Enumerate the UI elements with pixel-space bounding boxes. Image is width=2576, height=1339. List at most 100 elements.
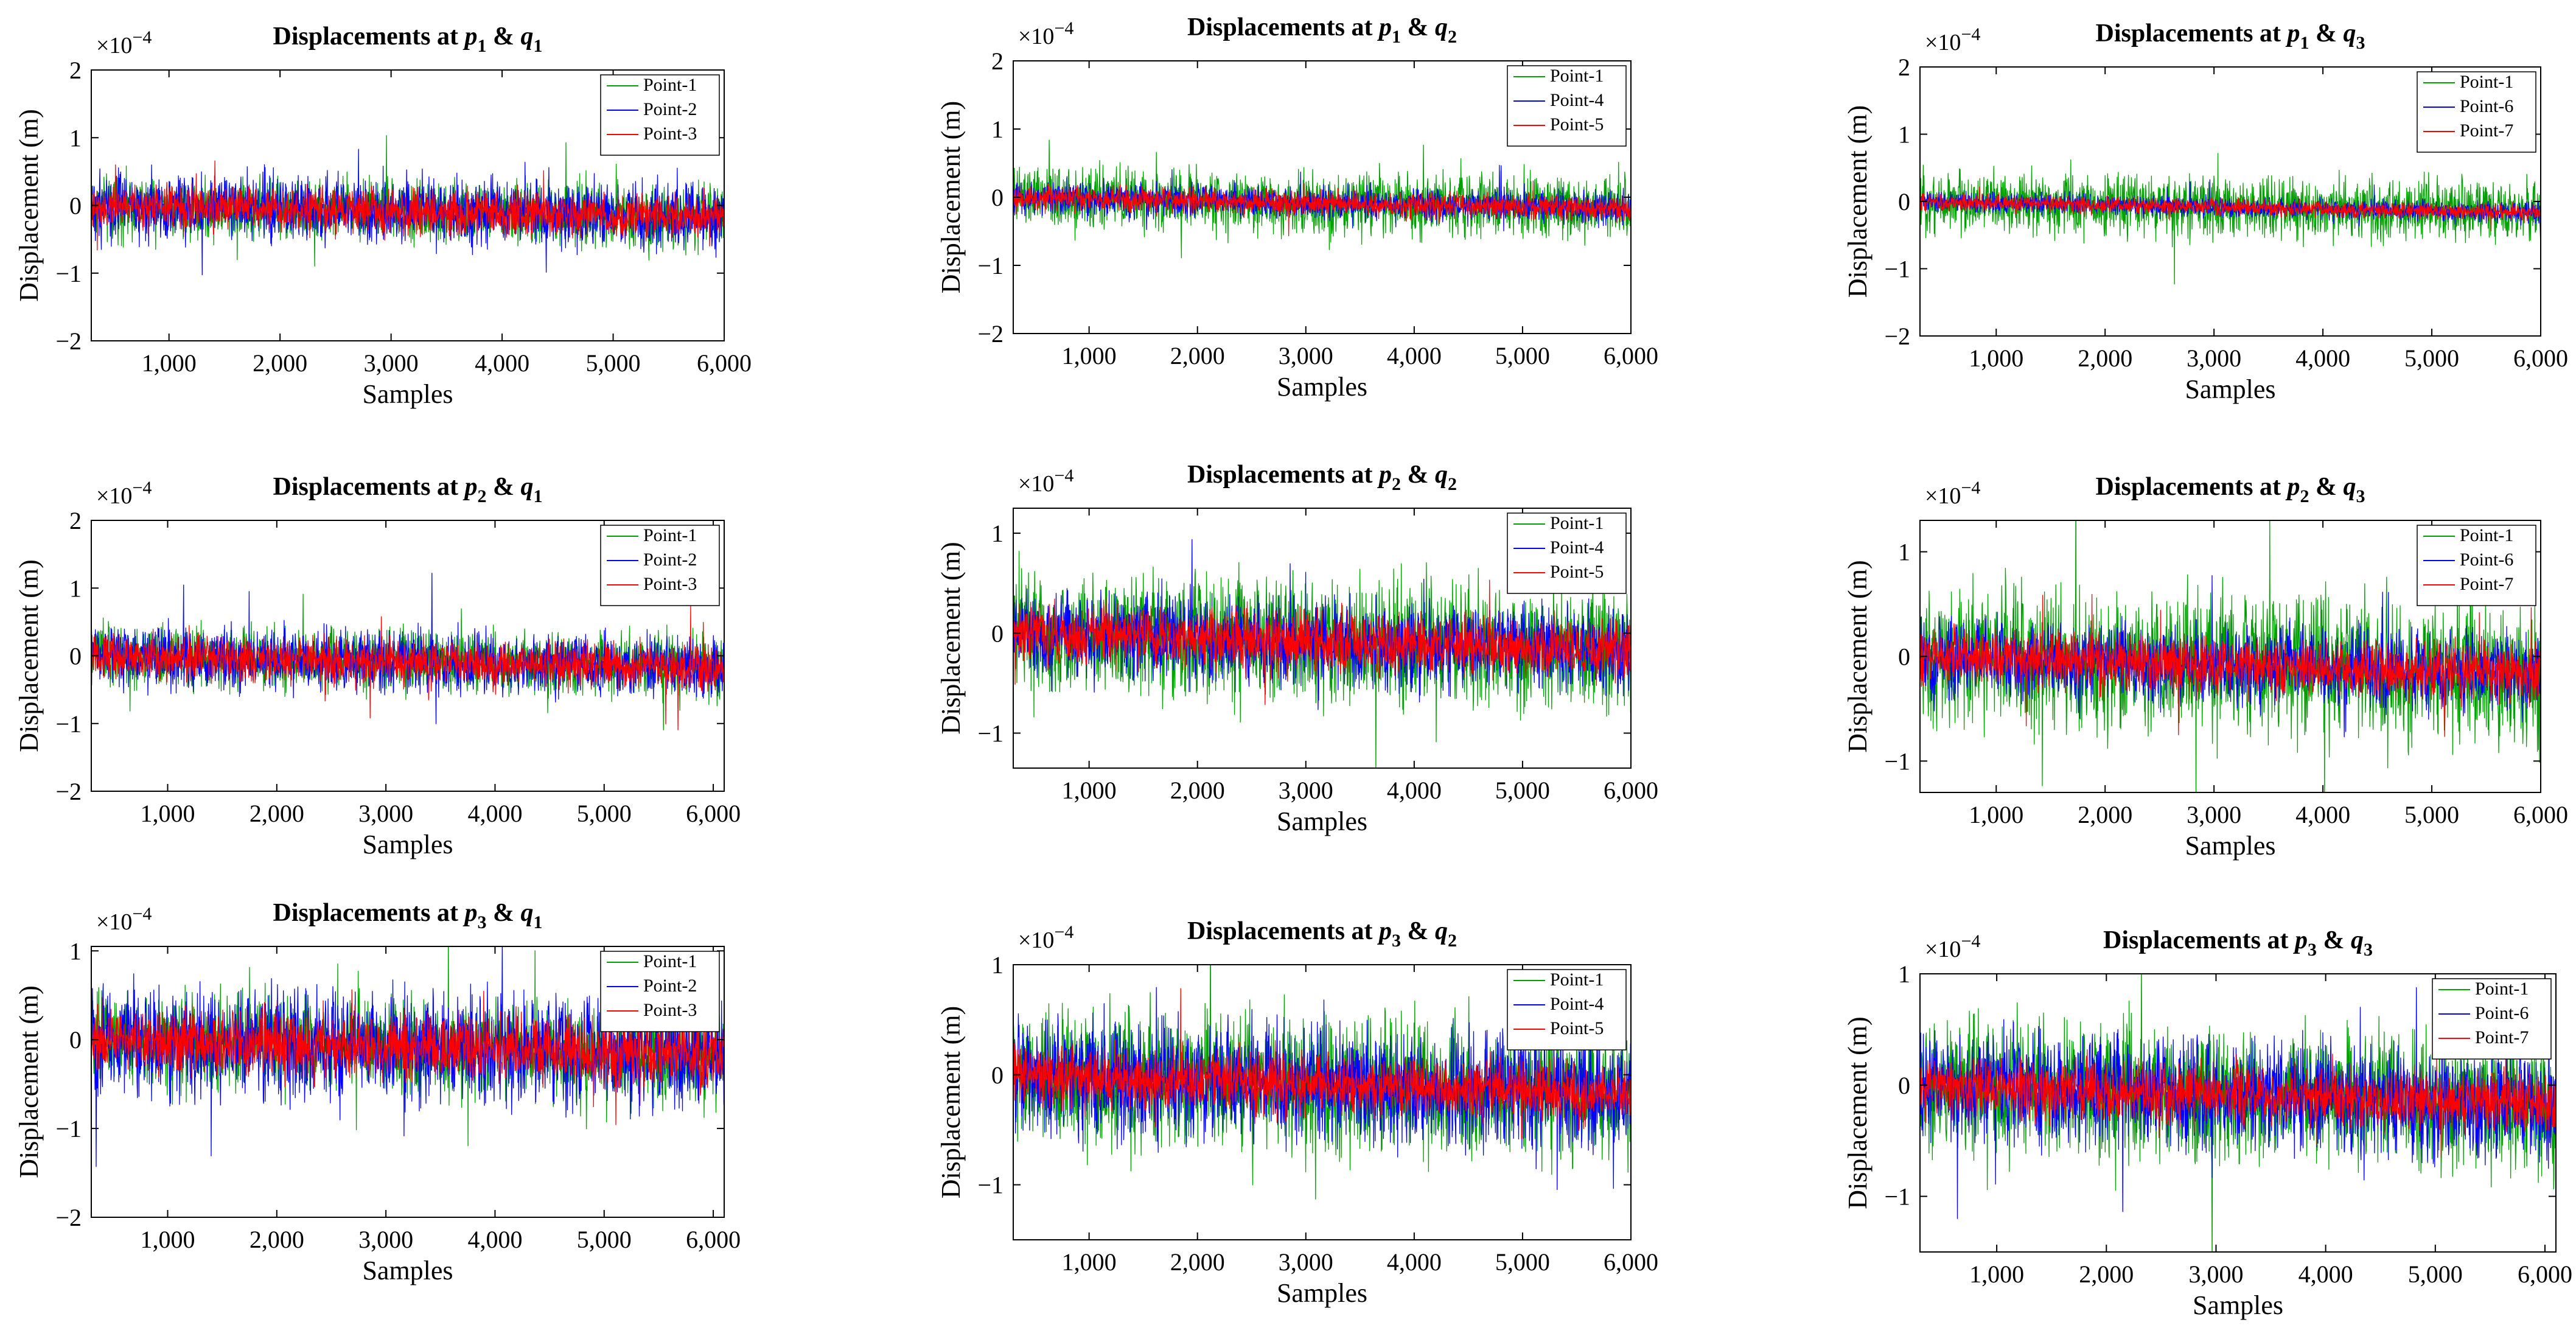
legend-label: Point-5 — [1550, 1018, 1604, 1038]
y-tick-label: −1 — [977, 720, 1004, 747]
x-tick-label: 4,000 — [1387, 777, 1442, 804]
chart-title: Displacements at p1 & q3 — [2096, 19, 2365, 53]
legend-label: Point-1 — [2475, 979, 2529, 999]
legend-label: Point-7 — [2460, 121, 2513, 141]
x-tick-label: 5,000 — [1495, 342, 1550, 369]
legend-box — [1507, 512, 1627, 594]
legend-label: Point-5 — [1550, 562, 1604, 582]
legend-label: Point-3 — [643, 1000, 697, 1020]
y-tick-label: −2 — [1884, 323, 1910, 350]
y-tick-label: 1 — [1898, 539, 1910, 566]
series-line-point-4 — [1013, 987, 1631, 1190]
legend-label: Point-3 — [643, 124, 697, 144]
subplot-p1q1: 1,000 2,000 3,000 4,000 5,000 6,000 −2 −1 0 1 2 ×10… — [14, 23, 752, 409]
legend-box — [600, 74, 720, 156]
axis-box — [1013, 508, 1632, 769]
series-line-point-3 — [91, 606, 724, 730]
x-axis-label: Samples — [2185, 374, 2275, 404]
y-axis-label: Displacement (m) — [936, 542, 966, 734]
y-tick-label: 1 — [1898, 960, 1910, 988]
x-tick-label: 6,000 — [1604, 777, 1658, 804]
y-exponent-label: ×10−4 — [1018, 922, 1073, 953]
x-axis-label: Samples — [2193, 1290, 2283, 1320]
legend-label: Point-2 — [643, 550, 697, 570]
x-tick-label: 5,000 — [577, 1226, 632, 1253]
x-tick-label: 2,000 — [2078, 801, 2132, 828]
series-line-point-1 — [1920, 153, 2541, 285]
x-axis-label: Samples — [2185, 831, 2275, 861]
chart-title: Displacements at p1 & q1 — [273, 23, 543, 56]
x-axis-label: Samples — [1277, 1278, 1367, 1308]
legend-box — [1507, 969, 1627, 1051]
y-tick-label: 0 — [69, 192, 82, 220]
data-lines — [1920, 153, 2541, 285]
legend: Point-1 Point-2 Point-3 — [600, 525, 720, 606]
x-axis-label: Samples — [1277, 806, 1367, 836]
y-axis-label: Displacement (m) — [14, 559, 44, 752]
y-tick-label: 0 — [69, 1026, 82, 1054]
x-axis-label: Samples — [362, 1256, 453, 1285]
x-tick-label: 3,000 — [2188, 1260, 2243, 1288]
y-tick-label: −2 — [977, 320, 1004, 348]
series-line-point-5 — [1013, 180, 1631, 237]
legend-label: Point-4 — [1550, 994, 1604, 1014]
y-tick-label: 1 — [991, 520, 1004, 547]
x-tick-label: 4,000 — [1387, 342, 1442, 369]
legend-label: Point-2 — [643, 99, 697, 119]
chart-title: Displacements at p3 & q2 — [1187, 917, 1457, 951]
y-tick-label: −2 — [55, 778, 82, 805]
x-tick-label: 4,000 — [2295, 801, 2350, 828]
chart-title: Displacements at p2 & q1 — [273, 473, 543, 506]
x-tick-label: 5,000 — [586, 349, 641, 377]
x-tick-label: 3,000 — [2187, 344, 2241, 372]
y-axis-label: Displacement (m) — [936, 1006, 966, 1198]
y-axis-label: Displacement (m) — [1843, 1016, 1873, 1209]
legend-label: Point-2 — [643, 976, 697, 996]
legend-label: Point-1 — [1550, 970, 1604, 990]
legend-label: Point-6 — [2475, 1003, 2529, 1023]
x-tick-label: 6,000 — [1604, 1248, 1658, 1276]
x-tick-label: 4,000 — [2295, 344, 2350, 372]
legend: Point-1 Point-6 Point-7 — [2417, 525, 2536, 606]
x-tick-label: 3,000 — [2187, 801, 2241, 828]
x-tick-label: 6,000 — [2513, 344, 2568, 372]
subplot-p1q3: 1,000 2,000 3,000 4,000 5,000 6,000 −2 −1 0 1 2 ×10… — [1843, 19, 2568, 404]
y-tick-label: 0 — [1898, 188, 1910, 215]
legend-box — [600, 525, 720, 606]
axis-box — [1013, 964, 1632, 1240]
chart-title: Displacements at p3 & q3 — [2103, 926, 2373, 960]
legend-box — [2417, 71, 2536, 153]
x-tick-label: 6,000 — [686, 800, 741, 827]
x-tick-label: 3,000 — [364, 349, 419, 377]
legend-box — [600, 951, 720, 1032]
y-axis-label: Displacement (m) — [936, 101, 966, 293]
x-tick-label: 5,000 — [2408, 1260, 2463, 1288]
y-tick-label: −1 — [1884, 747, 1910, 775]
y-tick-label: −1 — [977, 252, 1004, 279]
legend-label: Point-1 — [2460, 525, 2513, 545]
data-lines — [1013, 139, 1631, 259]
y-tick-label: 1 — [991, 116, 1004, 143]
series-line-point-3 — [91, 160, 724, 251]
legend: Point-1 Point-4 Point-5 — [1507, 65, 1627, 147]
x-tick-label: 2,000 — [1170, 1248, 1225, 1276]
y-exponent-label: ×10−4 — [96, 904, 152, 935]
y-tick-label: −1 — [55, 710, 82, 738]
x-tick-label: 4,000 — [1387, 1248, 1442, 1276]
legend-label: Point-1 — [1550, 66, 1604, 86]
subplot-p3q2: 1,000 2,000 3,000 4,000 5,000 6,000 −1 0 1 ×10−4 S… — [936, 917, 1658, 1308]
legend-label: Point-4 — [1550, 537, 1604, 558]
y-exponent-label: ×10−4 — [96, 478, 152, 509]
x-tick-label: 2,000 — [2078, 344, 2132, 372]
x-tick-label: 3,000 — [1279, 342, 1333, 369]
series-line-point-5 — [1013, 988, 1631, 1139]
x-tick-label: 2,000 — [1170, 342, 1225, 369]
y-tick-label: 1 — [991, 951, 1004, 979]
y-tick-label: 1 — [1898, 121, 1910, 149]
legend-label: Point-6 — [2460, 550, 2513, 570]
y-tick-label: −1 — [1884, 256, 1910, 283]
subplot-p2q3: 1,000 2,000 3,000 4,000 5,000 6,000 −1 0 1 ×10−4 S… — [1843, 473, 2568, 861]
y-tick-label: 0 — [991, 1061, 1004, 1089]
subplot-p3q3: 1,000 2,000 3,000 4,000 5,000 6,000 −1 0 1 ×10−4 S… — [1843, 926, 2572, 1320]
chart-title: Displacements at p2 & q2 — [1187, 461, 1457, 494]
